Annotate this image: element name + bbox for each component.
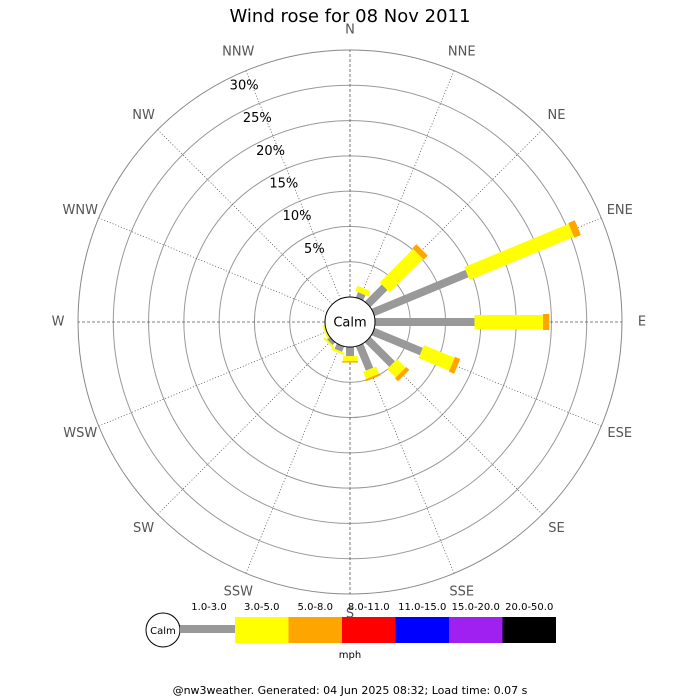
- direction-spoke: [98, 331, 328, 427]
- direction-spoke: [372, 331, 602, 427]
- bar-segment: [355, 292, 366, 301]
- bar-segment: [355, 285, 371, 297]
- direction-spoke: [98, 217, 328, 313]
- bar-segment: [323, 337, 335, 349]
- bar-segment: [326, 336, 336, 346]
- bar-segment: [355, 343, 374, 371]
- direction-bars: [364, 244, 428, 308]
- bar-segment: [364, 284, 388, 308]
- legend-swatch: [342, 617, 396, 643]
- legend-swatch: [235, 617, 289, 643]
- direction-label: WNW: [63, 203, 99, 218]
- direction-spoke: [359, 344, 455, 574]
- direction-spoke: [359, 70, 455, 300]
- direction-label: SE: [548, 521, 564, 536]
- r-tick-label: 20%: [256, 144, 285, 159]
- direction-spoke: [367, 339, 543, 515]
- legend-label: 1.0-3.0: [191, 602, 226, 613]
- direction-label: SW: [133, 521, 154, 536]
- direction-label: WSW: [63, 426, 97, 441]
- direction-bars: [323, 336, 336, 349]
- direction-bars: [364, 336, 410, 382]
- r-tick-label: 5%: [304, 242, 325, 257]
- calm-label: Calm: [333, 316, 366, 331]
- direction-label: E: [638, 315, 646, 330]
- legend-calm-label: Calm: [150, 626, 176, 637]
- bar-segment: [364, 336, 395, 367]
- chart-title: Wind rose for 08 Nov 2011: [230, 6, 471, 27]
- bar-segment: [568, 220, 581, 238]
- legend-swatch: [449, 617, 503, 643]
- bar-segment: [474, 315, 543, 329]
- legend-units: mph: [339, 650, 361, 661]
- bar-segment: [342, 361, 358, 363]
- direction-label: S: [346, 607, 354, 622]
- direction-label: ENE: [607, 203, 633, 218]
- direction-bars: [330, 343, 345, 355]
- direction-label: NE: [547, 108, 565, 123]
- bar-segment: [374, 318, 475, 326]
- direction-bars: [371, 327, 461, 374]
- bar-segment: [448, 356, 461, 374]
- legend-label: 5.0-8.0: [298, 602, 333, 613]
- bar-segment: [330, 347, 345, 355]
- legend-label: 8.0-11.0: [348, 602, 390, 613]
- direction-label: SSW: [224, 584, 254, 599]
- direction-bars: [371, 220, 581, 317]
- calm-circle: [324, 296, 376, 348]
- direction-label: NW: [132, 108, 155, 123]
- direction-label: ESE: [607, 426, 632, 441]
- direction-label: SSE: [449, 584, 474, 599]
- direction-label: NNE: [448, 45, 476, 60]
- bar-segment: [343, 356, 357, 362]
- direction-spoke: [245, 344, 341, 574]
- legend-label: 3.0-5.0: [244, 602, 279, 613]
- direction-spoke: [157, 339, 333, 515]
- r-tick-label: 10%: [283, 209, 312, 224]
- legend-label: 15.0-20.0: [452, 602, 500, 613]
- legend-label: 11.0-15.0: [398, 602, 446, 613]
- direction-spoke: [245, 70, 341, 300]
- legend-swatch: [288, 617, 342, 643]
- r-tick-label: 15%: [269, 176, 298, 191]
- bar-segment: [322, 325, 330, 339]
- r-tick-label: 25%: [243, 111, 272, 126]
- direction-spoke: [157, 129, 333, 305]
- legend-swatch: [395, 617, 449, 643]
- direction-bars: [342, 347, 358, 363]
- r-tick-label: 30%: [230, 78, 259, 93]
- legend-swatch: [180, 625, 235, 633]
- direction-bars: [355, 285, 371, 301]
- bar-segment: [371, 269, 469, 317]
- bar-segment: [412, 244, 428, 260]
- direction-bars: [322, 325, 330, 339]
- bar-segment: [371, 327, 423, 356]
- direction-label: W: [52, 315, 65, 330]
- bar-segment: [387, 359, 406, 378]
- direction-bars: [374, 314, 550, 330]
- direction-label: N: [345, 23, 355, 38]
- bar-segment: [346, 347, 354, 357]
- direction-bars: [355, 343, 381, 382]
- bar-segment: [464, 223, 574, 281]
- direction-spoke: [367, 129, 543, 305]
- bar-segment: [379, 248, 424, 293]
- footer: @nw3weather. Generated: 04 Jun 2025 08:3…: [173, 684, 528, 697]
- bar-segment: [334, 343, 345, 352]
- bar-segment: [418, 345, 455, 371]
- legend-swatch: [502, 617, 556, 643]
- bar-segment: [363, 366, 379, 380]
- bar-segment: [394, 366, 410, 382]
- bar-segment: [542, 314, 550, 330]
- bar-segment: [365, 373, 381, 382]
- direction-label: NNW: [222, 45, 254, 60]
- legend-label: 20.0-50.0: [505, 602, 553, 613]
